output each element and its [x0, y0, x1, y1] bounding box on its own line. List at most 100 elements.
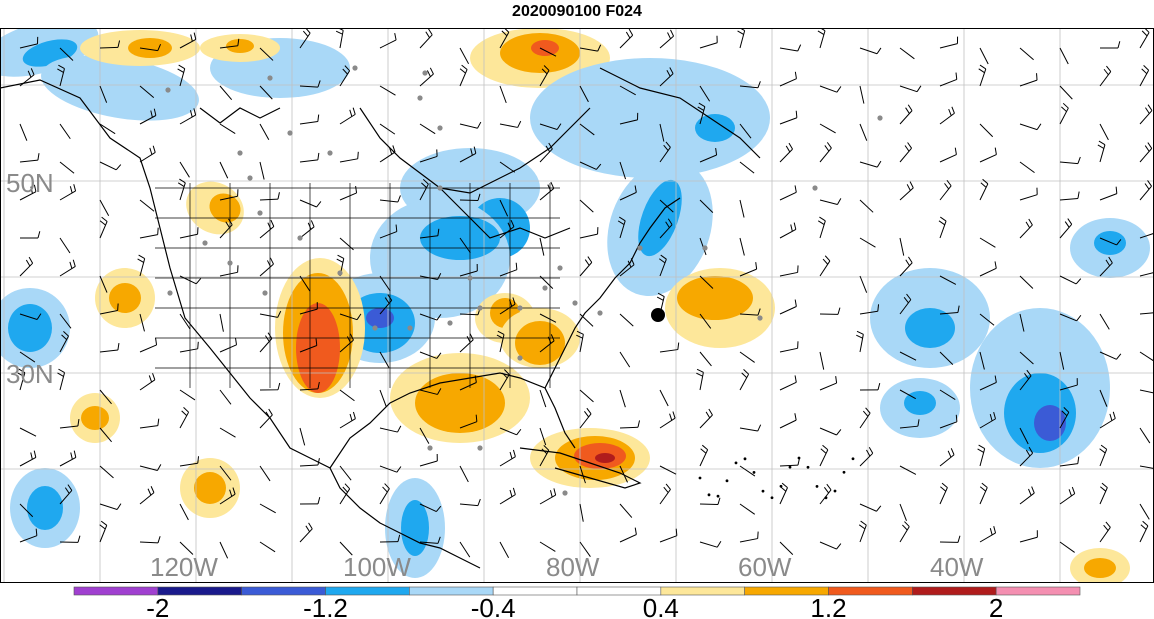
- coastline: [439, 187, 571, 239]
- wind-barb: [899, 47, 915, 60]
- longitude-labels: 120W 100W 80W 60W 40W: [150, 552, 984, 582]
- wind-barb: [19, 450, 37, 467]
- wind-barb: [499, 120, 522, 128]
- wind-barb: [339, 107, 356, 125]
- wind-barb: [859, 304, 880, 315]
- wind-barb: [299, 302, 318, 315]
- wind-barb: [259, 85, 273, 100]
- wind-barb: [819, 376, 838, 391]
- wind-barb: [459, 498, 481, 507]
- wind-barb: [1019, 351, 1034, 365]
- wind-barb: [899, 521, 910, 543]
- wind-barb: [99, 40, 121, 49]
- station-dot: [407, 325, 413, 331]
- wind-barb: [619, 85, 636, 96]
- wind-barbs: [17, 28, 1154, 559]
- wind-barb: [339, 541, 353, 556]
- wind-barb: [819, 541, 842, 550]
- wind-barb: [939, 305, 960, 315]
- station-dot: [327, 150, 333, 156]
- wind-barb: [739, 465, 756, 477]
- wind-barb: [379, 389, 387, 408]
- wind-barb: [139, 145, 156, 163]
- wind-barb: [459, 237, 471, 254]
- wind-barb: [59, 184, 77, 201]
- wind-barb: [619, 503, 633, 518]
- wind-barb: [379, 425, 402, 433]
- anomaly-blob: [531, 40, 559, 56]
- wind-barb: [299, 427, 306, 446]
- wind-barb: [579, 503, 584, 522]
- island: [698, 476, 702, 480]
- wind-barb: [699, 199, 714, 213]
- wind-barb: [99, 275, 108, 293]
- wind-barb: [499, 427, 522, 436]
- anomaly-blob: [638, 179, 682, 257]
- wind-barb: [179, 161, 190, 178]
- wind-barb: [699, 444, 709, 467]
- wind-barb: [419, 123, 436, 135]
- wind-barb: [19, 231, 41, 239]
- wind-barb: [939, 389, 956, 400]
- station-dot: [517, 305, 523, 311]
- coastline: [599, 67, 761, 159]
- wind-barb: [1099, 237, 1122, 246]
- wind-barb: [499, 199, 509, 217]
- lat-label-30n: 30N: [6, 359, 54, 389]
- wind-barb: [19, 184, 37, 201]
- wind-barb: [59, 161, 75, 174]
- wind-barb: [579, 465, 586, 484]
- wind-barb: [939, 36, 959, 49]
- wind-barb: [779, 110, 798, 125]
- wind-barb: [379, 195, 401, 203]
- wind-barb: [699, 148, 718, 163]
- wind-barb: [1059, 47, 1069, 65]
- wind-barb: [459, 465, 469, 483]
- wind-barb: [339, 313, 362, 321]
- wind-barb: [259, 47, 274, 61]
- station-dot: [267, 75, 273, 81]
- station-dot: [262, 290, 268, 296]
- wind-barb: [299, 338, 318, 353]
- coastline: [544, 197, 681, 389]
- wind-barb: [499, 161, 516, 173]
- wind-barb: [859, 382, 881, 391]
- wind-barb: [619, 527, 637, 543]
- anomaly-blob: [41, 55, 199, 121]
- wind-barb: [617, 216, 626, 239]
- wind-barb: [299, 80, 321, 88]
- wind-barb: [1139, 104, 1153, 125]
- lat-label-50n: 50N: [6, 168, 54, 198]
- wind-barb: [1019, 275, 1034, 289]
- station-dot: [167, 290, 173, 296]
- wind-barb: [137, 254, 146, 277]
- anomaly-blob: [530, 58, 770, 178]
- wind-barb: [459, 193, 481, 202]
- wind-barb: [1059, 275, 1082, 285]
- wind-barb: [659, 67, 674, 87]
- station-dot: [417, 95, 423, 101]
- wind-barb: [739, 237, 745, 256]
- wind-barb: [139, 199, 155, 212]
- anomaly-blob: [27, 486, 63, 530]
- coastline: [519, 447, 642, 489]
- wind-barb: [179, 389, 196, 401]
- wind-barb: [1059, 378, 1078, 391]
- wind-barb: [1059, 156, 1081, 165]
- anomaly-blob: [401, 500, 429, 556]
- station-dot: [637, 245, 643, 251]
- wind-barb: [219, 38, 240, 49]
- wind-barb: [419, 388, 442, 395]
- wind-barb: [19, 503, 34, 518]
- wind-barb: [19, 427, 37, 437]
- wind-barb: [819, 85, 842, 93]
- wind-barb: [579, 161, 602, 170]
- wind-barb: [19, 528, 38, 543]
- wind-barb: [299, 522, 313, 543]
- wind-barb: [739, 81, 761, 89]
- wind-barb: [179, 341, 199, 353]
- wind-barb: [699, 351, 712, 367]
- wind-barb: [259, 465, 271, 482]
- wind-barb: [659, 218, 673, 239]
- wind-barb: [858, 520, 867, 543]
